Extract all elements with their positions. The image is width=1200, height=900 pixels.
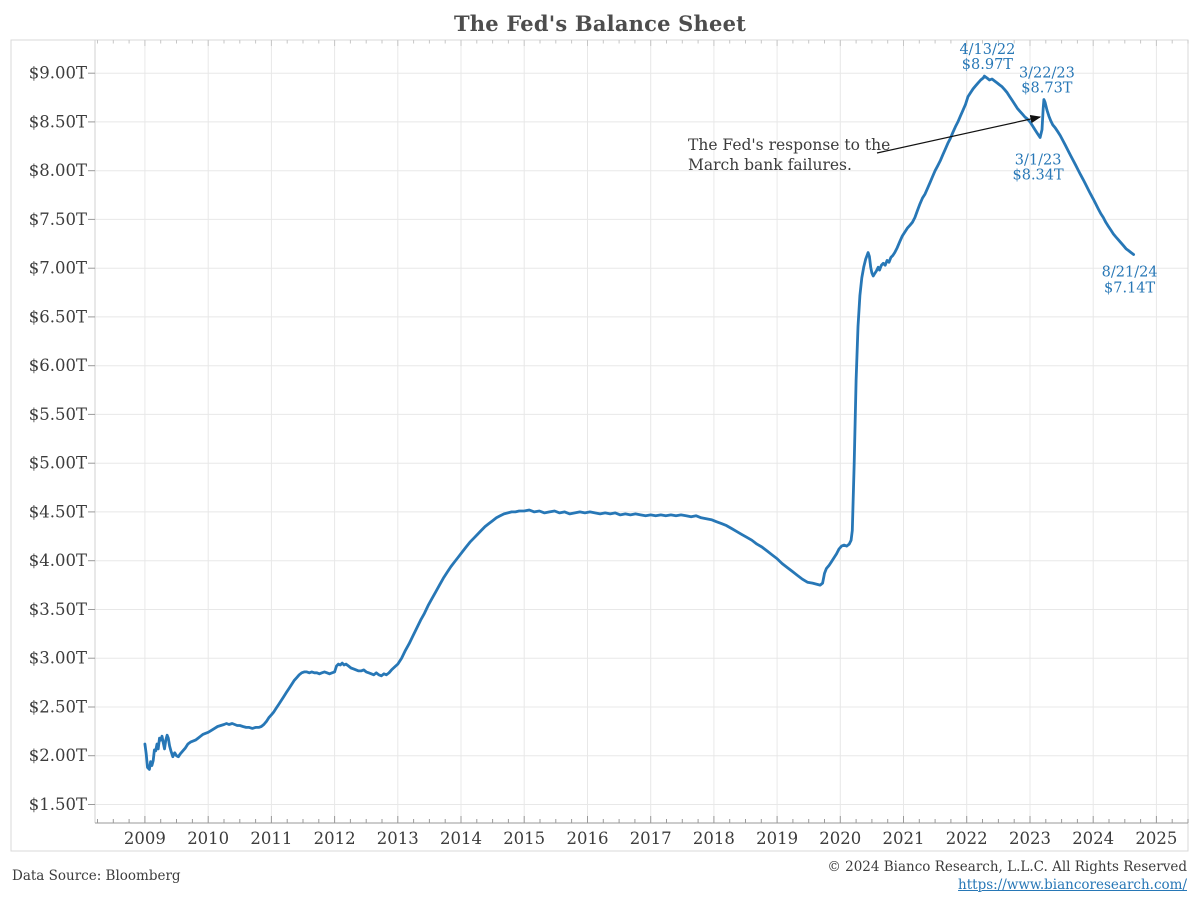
balance-sheet-series-line bbox=[143, 74, 1135, 771]
svg-text:$8.50T: $8.50T bbox=[29, 112, 87, 131]
svg-text:2019: 2019 bbox=[756, 829, 798, 848]
svg-text:2011: 2011 bbox=[250, 829, 292, 848]
data-source-label: Data Source: Bloomberg bbox=[12, 868, 181, 884]
svg-text:$2.50T: $2.50T bbox=[29, 698, 87, 717]
fed-balance-sheet-line-chart: 2009 2010 2011 2012 2013 2014 2015 2016 2017 2018… bbox=[10, 39, 1189, 852]
svg-text:$5.00T: $5.00T bbox=[29, 454, 87, 473]
svg-text:8/21/24: 8/21/24 bbox=[1102, 265, 1158, 281]
annotation-arrow bbox=[876, 114, 1042, 154]
bank-failures-note: The Fed's response to the March bank fail… bbox=[688, 136, 890, 174]
svg-text:$3.00T: $3.00T bbox=[29, 649, 87, 668]
svg-text:$8.73T: $8.73T bbox=[1021, 81, 1073, 97]
copyright-block: © 2024 Bianco Research, L.L.C. All Right… bbox=[827, 858, 1187, 894]
svg-text:2021: 2021 bbox=[883, 829, 925, 848]
callout-end-2024: 8/21/24$7.14T bbox=[1102, 265, 1158, 297]
y-axis-labels: $9.00T $8.50T $8.00T $7.50T $7.00T $6.50T $6.0… bbox=[29, 64, 87, 814]
x-axis-labels: 2009 2010 2011 2012 2013 2014 2015 2016 2017 2018… bbox=[124, 829, 1178, 848]
copyright-text: © 2024 Bianco Research, L.L.C. All Right… bbox=[827, 859, 1187, 875]
chart-title: The Fed's Balance Sheet bbox=[453, 11, 747, 36]
svg-text:2009: 2009 bbox=[124, 829, 166, 848]
svg-text:$1.50T: $1.50T bbox=[29, 795, 87, 814]
svg-text:2020: 2020 bbox=[819, 829, 861, 848]
svg-text:$8.34T: $8.34T bbox=[1013, 168, 1065, 184]
svg-text:4/13/22: 4/13/22 bbox=[959, 42, 1015, 58]
svg-text:$5.50T: $5.50T bbox=[29, 405, 87, 424]
svg-text:2017: 2017 bbox=[630, 829, 672, 848]
svg-text:2016: 2016 bbox=[567, 829, 609, 848]
callout-peak-2022: 4/13/22$8.97T bbox=[959, 42, 1015, 73]
axis-ticks bbox=[88, 40, 1189, 823]
svg-text:2010: 2010 bbox=[187, 829, 229, 848]
svg-text:$8.97T: $8.97T bbox=[962, 57, 1014, 73]
svg-text:$6.00T: $6.00T bbox=[29, 356, 87, 375]
svg-text:$4.50T: $4.50T bbox=[29, 502, 87, 521]
svg-text:$7.00T: $7.00T bbox=[29, 259, 87, 278]
svg-text:$4.00T: $4.00T bbox=[29, 551, 87, 570]
svg-text:2023: 2023 bbox=[1009, 829, 1051, 848]
svg-text:2025: 2025 bbox=[1135, 829, 1177, 848]
svg-text:2015: 2015 bbox=[503, 829, 545, 848]
svg-text:3/1/23: 3/1/23 bbox=[1015, 153, 1062, 169]
bianco-research-link[interactable]: https://www.biancoresearch.com/ bbox=[958, 877, 1187, 893]
svg-text:March bank failures.: March bank failures. bbox=[688, 156, 852, 174]
svg-text:$8.00T: $8.00T bbox=[29, 161, 87, 180]
svg-text:2013: 2013 bbox=[377, 829, 419, 848]
svg-text:2012: 2012 bbox=[314, 829, 356, 848]
svg-text:2022: 2022 bbox=[946, 829, 988, 848]
gridlines bbox=[95, 40, 1188, 823]
svg-text:$2.00T: $2.00T bbox=[29, 746, 87, 765]
callout-spike-2023: 3/22/23$8.73T bbox=[1019, 66, 1075, 97]
svg-text:$6.50T: $6.50T bbox=[29, 307, 87, 326]
svg-text:$7.50T: $7.50T bbox=[29, 210, 87, 229]
svg-text:$9.00T: $9.00T bbox=[29, 64, 87, 83]
callout-dip-2023: 3/1/23$8.34T bbox=[1013, 153, 1065, 184]
svg-text:$3.50T: $3.50T bbox=[29, 600, 87, 619]
svg-text:2024: 2024 bbox=[1072, 829, 1114, 848]
svg-text:2018: 2018 bbox=[693, 829, 735, 848]
svg-text:$7.14T: $7.14T bbox=[1104, 281, 1156, 297]
chart-frame bbox=[10, 39, 1189, 852]
svg-text:The Fed's response to the: The Fed's response to the bbox=[688, 136, 890, 154]
svg-text:2014: 2014 bbox=[440, 829, 482, 848]
svg-text:3/22/23: 3/22/23 bbox=[1019, 66, 1075, 82]
